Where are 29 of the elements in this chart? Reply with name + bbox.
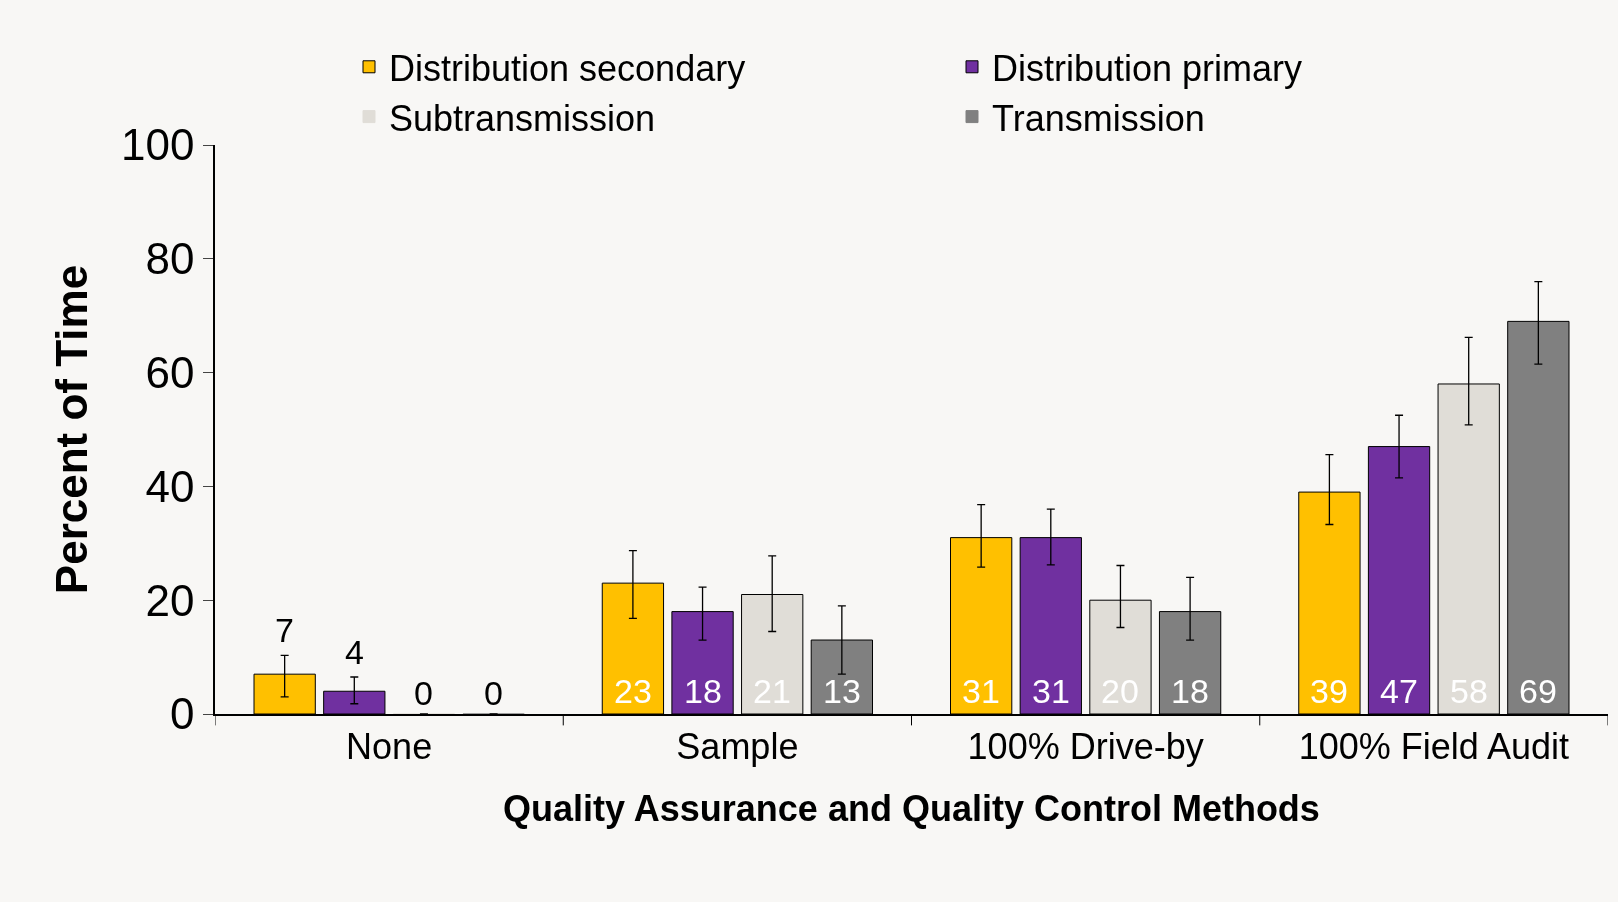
y-tick-label: 100 bbox=[121, 120, 195, 170]
legend-label: Distribution primary bbox=[992, 47, 1303, 89]
data-label: 0 bbox=[414, 674, 433, 712]
data-label: 47 bbox=[1380, 672, 1418, 710]
data-label: 4 bbox=[345, 633, 364, 671]
legend-label: Transmission bbox=[992, 97, 1205, 139]
data-label: 39 bbox=[1310, 672, 1348, 710]
x-tick-label: Sample bbox=[676, 725, 799, 767]
data-label: 13 bbox=[823, 672, 861, 710]
y-tick-label: 20 bbox=[145, 575, 195, 625]
data-label: 18 bbox=[684, 672, 722, 710]
data-label: 18 bbox=[1171, 672, 1209, 710]
y-axis-title: Percent of Time bbox=[46, 264, 96, 595]
data-label: 69 bbox=[1519, 672, 1557, 710]
data-label: 31 bbox=[962, 672, 1000, 710]
data-label: 0 bbox=[484, 674, 503, 712]
x-axis-title: Quality Assurance and Quality Control Methods bbox=[503, 788, 1320, 830]
y-tick-label: 60 bbox=[145, 348, 195, 397]
legend-label: Distribution secondary bbox=[389, 47, 746, 89]
x-tick-label: None bbox=[346, 725, 433, 767]
data-label: 31 bbox=[1032, 672, 1070, 710]
x-tick-label: 100% Field Audit bbox=[1298, 725, 1569, 767]
y-tick-label: 80 bbox=[145, 234, 195, 284]
data-label: 23 bbox=[614, 672, 652, 710]
data-label: 7 bbox=[275, 611, 294, 649]
y-tick-label: 40 bbox=[145, 461, 195, 511]
y-tick-label: 0 bbox=[169, 689, 195, 739]
x-tick-label: 100% Drive-by bbox=[967, 725, 1204, 767]
legend-label: Subtransmission bbox=[389, 97, 656, 139]
